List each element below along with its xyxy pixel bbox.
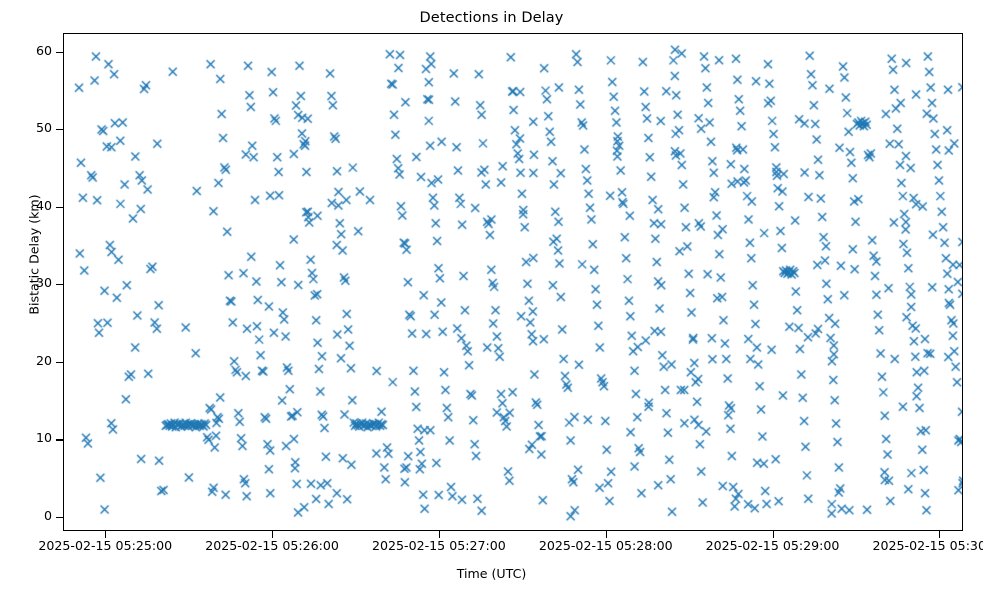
scatter-points-layer — [64, 34, 962, 530]
y-tick-label: 20 — [35, 352, 52, 368]
y-tick-mark — [56, 517, 63, 519]
y-tick-mark — [56, 284, 63, 286]
y-tick-label: 30 — [35, 275, 52, 291]
y-tick-mark — [56, 129, 63, 131]
x-tick-mark — [272, 531, 274, 538]
x-tick-mark — [105, 531, 107, 538]
x-tick-label: 2025-02-15 05:25:00 — [38, 538, 173, 553]
y-tick-mark — [56, 361, 63, 363]
x-tick-mark — [438, 531, 440, 538]
y-axis-label: Bistatic Delay (km) — [26, 194, 42, 315]
x-tick-label: 2025-02-15 05:29:00 — [705, 538, 840, 553]
x-tick-label: 2025-02-15 05:26:00 — [205, 538, 339, 553]
x-axis-label: Time (UTC) — [456, 566, 527, 581]
y-tick-mark — [56, 439, 63, 441]
y-tick-label: 40 — [35, 197, 52, 213]
x-tick-mark — [772, 531, 774, 538]
chart-title: Detections in Delay — [419, 10, 564, 26]
plot-area — [63, 33, 963, 531]
x-tick-label: 2025-02-15 05:27:00 — [372, 538, 506, 553]
x-tick-mark — [939, 531, 941, 538]
y-tick-mark — [56, 206, 63, 208]
x-tick-mark — [605, 531, 607, 538]
x-tick-label: 2025-02-15 05:28:00 — [538, 538, 673, 553]
y-tick-label: 0 — [43, 508, 52, 524]
y-tick-label: 10 — [35, 430, 52, 446]
x-tick-label: 2025-02-15 05:30:00 — [872, 538, 983, 553]
y-tick-label: 60 — [35, 42, 52, 58]
y-tick-mark — [56, 51, 63, 53]
y-tick-label: 50 — [35, 120, 52, 136]
